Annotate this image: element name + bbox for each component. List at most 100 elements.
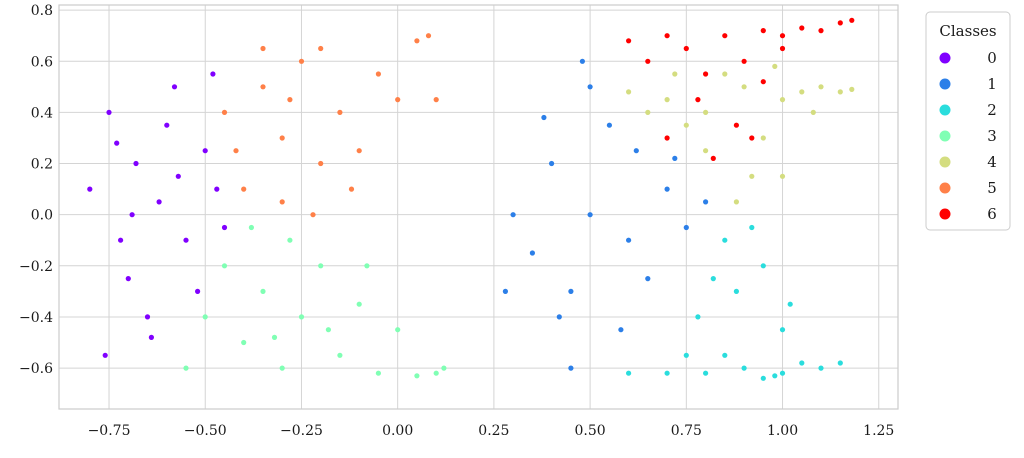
legend-marker [939,130,951,142]
data-point [529,250,536,256]
legend-label: 2 [987,101,997,119]
legend-label: 0 [987,49,997,67]
data-point [510,212,516,218]
data-point [749,173,755,179]
data-point [779,33,786,39]
data-point [214,186,220,192]
data-point [733,122,740,128]
data-point [799,89,805,95]
data-point [414,373,420,379]
x-tick-label: 0.50 [575,423,606,439]
data-point [248,224,254,231]
data-point [710,276,716,282]
data-point [722,33,728,39]
data-point [733,288,740,294]
data-point [672,71,678,77]
data-point [722,352,728,358]
legend-box [925,11,1011,231]
y-tick-label: −0.4 [19,310,53,326]
series-3 [183,224,447,379]
data-point [722,71,728,77]
data-point [356,301,362,307]
y-tick-label: 0.8 [31,3,53,19]
data-point [287,97,293,103]
data-point [733,199,740,205]
data-point [241,186,247,192]
data-point [760,135,766,141]
legend-item-1: 1 [939,75,997,93]
data-point [710,155,716,161]
legend-marker [939,208,951,220]
data-point [760,28,766,34]
x-tick-label: −0.75 [88,423,131,439]
legend-items: 0 1 2 3 4 5 6 [939,49,997,223]
data-point [279,199,285,205]
data-point [760,263,766,269]
legend-marker [939,52,951,64]
data-point [337,109,343,115]
data-point [337,352,343,358]
data-point [837,360,843,366]
x-tick-label: 0.00 [382,423,413,439]
y-tick-label: 0.0 [31,208,53,224]
legend-title: Classes [939,22,996,40]
data-point [799,25,805,31]
data-point [645,58,651,64]
y-tick-label: −0.2 [19,259,53,275]
y-tick-label: 0.2 [31,157,53,173]
data-point [568,365,574,371]
legend-marker [939,104,951,116]
data-point [579,58,586,64]
x-axis-ticks: −0.75 −0.50 −0.25 0.00 0.25 0.50 0.75 1.00 1.25 [88,423,895,439]
data-point [749,224,755,231]
data-point [741,365,747,371]
data-point [210,71,216,77]
data-point [703,199,709,205]
data-point [133,160,139,167]
legend-item-0: 0 [939,49,997,67]
data-point [695,97,701,103]
data-point [148,334,154,340]
legend-label: 4 [987,153,997,171]
data-point [414,38,420,44]
data-point [695,314,701,320]
x-tick-label: −0.25 [280,423,323,439]
data-point [664,370,670,376]
data-point [375,71,381,77]
data-point [587,212,593,218]
legend-item-3: 3 [939,127,997,145]
data-point [818,28,824,34]
data-point [703,370,709,376]
data-point [760,79,766,85]
data-point [779,45,786,52]
plot-frame [58,4,899,410]
data-point [645,109,651,115]
series-2 [626,224,843,381]
data-point [156,199,162,205]
y-axis-ticks: −0.6 −0.4 −0.2 0.0 0.2 0.4 0.6 0.8 [19,3,53,377]
data-point [587,84,593,90]
data-point [645,276,651,282]
data-point [541,114,547,121]
data-point [364,263,370,269]
series-4 [626,63,855,205]
data-point [175,173,181,179]
data-point [441,365,447,371]
data-point [626,38,632,44]
data-point [626,237,632,243]
series-0 [87,71,228,358]
data-point [395,97,401,103]
x-tick-label: 1.00 [767,423,798,439]
data-point [556,314,562,320]
data-point [356,148,362,154]
data-point [779,370,786,376]
data-point [606,122,613,128]
x-tick-label: 1.25 [863,423,894,439]
data-point [271,334,278,340]
data-point [703,109,709,115]
data-point [118,237,124,243]
data-point [772,63,778,69]
x-tick-label: 0.75 [671,423,702,439]
data-point [749,135,755,141]
legend-marker [939,182,951,194]
